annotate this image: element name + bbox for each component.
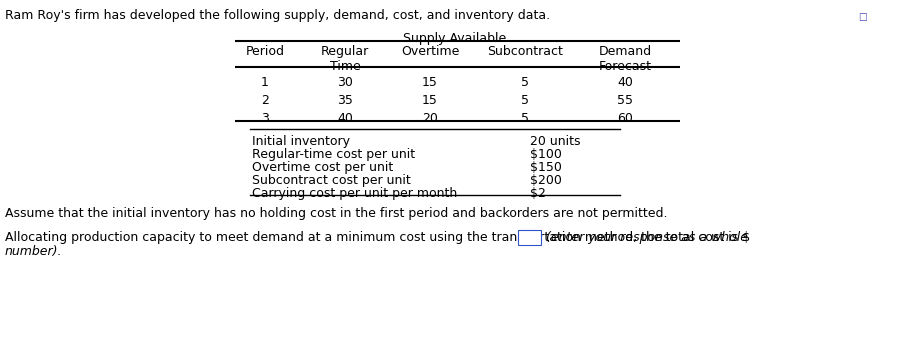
Text: Period: Period	[246, 45, 284, 58]
Text: Carrying cost per unit per month: Carrying cost per unit per month	[252, 187, 457, 200]
Text: 1: 1	[261, 76, 268, 89]
Text: $100: $100	[529, 148, 562, 161]
Text: Assume that the initial inventory has no holding cost in the first period and ba: Assume that the initial inventory has no…	[5, 207, 666, 220]
Text: number).: number).	[5, 245, 62, 258]
Text: Regular-time cost per unit: Regular-time cost per unit	[252, 148, 414, 161]
Text: Overtime: Overtime	[400, 45, 459, 58]
Text: 20: 20	[422, 112, 437, 125]
Text: Regular
Time: Regular Time	[321, 45, 368, 73]
Text: 5: 5	[520, 94, 528, 107]
Text: 40: 40	[337, 112, 352, 125]
FancyBboxPatch shape	[518, 230, 541, 244]
Text: $2: $2	[529, 187, 545, 200]
Text: Subcontract cost per unit: Subcontract cost per unit	[252, 174, 410, 187]
Text: 20 units: 20 units	[529, 135, 580, 148]
Text: 5: 5	[520, 112, 528, 125]
Text: 30: 30	[337, 76, 352, 89]
Text: 3: 3	[261, 112, 268, 125]
Text: (enter your response as a whole: (enter your response as a whole	[545, 231, 747, 244]
Text: 40: 40	[617, 76, 632, 89]
Text: 55: 55	[617, 94, 632, 107]
Text: 15: 15	[422, 76, 437, 89]
Text: Allocating production capacity to meet demand at a minimum cost using the transp: Allocating production capacity to meet d…	[5, 231, 749, 244]
Text: Ram Roy's firm has developed the following supply, demand, cost, and inventory d: Ram Roy's firm has developed the followi…	[5, 9, 550, 22]
Text: Overtime cost per unit: Overtime cost per unit	[252, 161, 393, 174]
Text: 35: 35	[337, 94, 352, 107]
Text: 60: 60	[617, 112, 632, 125]
Text: $200: $200	[529, 174, 562, 187]
Text: Initial inventory: Initial inventory	[252, 135, 349, 148]
Text: $150: $150	[529, 161, 562, 174]
Text: Subcontract: Subcontract	[487, 45, 563, 58]
Text: Supply Available: Supply Available	[403, 32, 506, 45]
Text: ☐: ☐	[857, 13, 866, 23]
Text: 2: 2	[261, 94, 268, 107]
Text: 5: 5	[520, 76, 528, 89]
Text: Demand
Forecast: Demand Forecast	[598, 45, 651, 73]
Text: 15: 15	[422, 94, 437, 107]
